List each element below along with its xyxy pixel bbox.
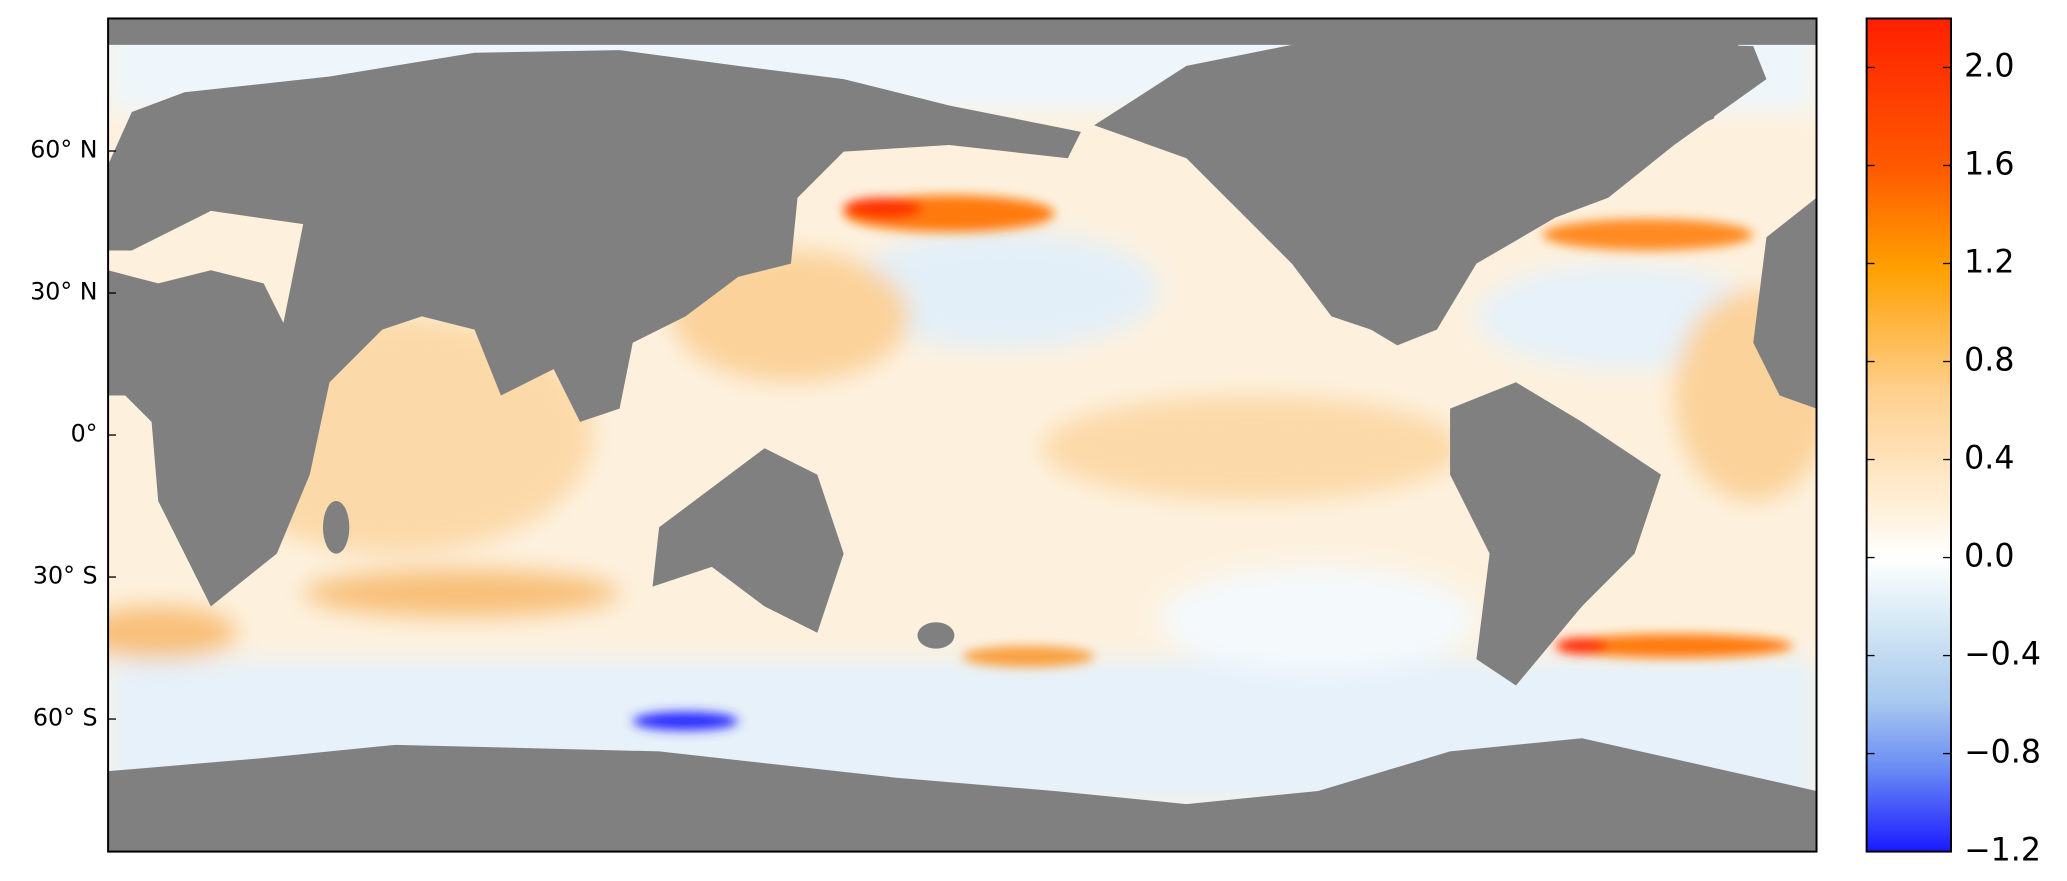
colorbar-tick-label: 1.6 (1964, 146, 2014, 182)
y-tick-label: 30° S (33, 562, 98, 590)
y-tick-label: 60° S (33, 704, 98, 732)
map-field (108, 18, 1817, 852)
land (108, 18, 1817, 852)
y-tick-label: 30° N (30, 278, 97, 306)
y-tick-label: 60° N (30, 136, 97, 164)
axes: 60° N 30° N 0° 30° S 60° S −1.2 −0.8 −0.4 0.0 0.4… (30, 48, 2041, 868)
colorbar-tick-label: −0.8 (1964, 735, 2041, 771)
colorbar (1865, 17, 1952, 853)
colorbar-tick-label: 2.0 (1964, 48, 2014, 84)
colorbar-tick-label: −1.2 (1964, 833, 2041, 869)
colorbar-tick-label: 0.0 (1964, 539, 2014, 575)
colorbar-tick-label: 0.8 (1964, 343, 2014, 379)
colorbar-tick-label: 1.2 (1964, 245, 2014, 281)
colorbar-tick-label: 0.4 (1964, 441, 2014, 477)
colorbar-tick-label: −0.4 (1964, 637, 2041, 673)
y-tick-label: 0° (71, 420, 98, 448)
